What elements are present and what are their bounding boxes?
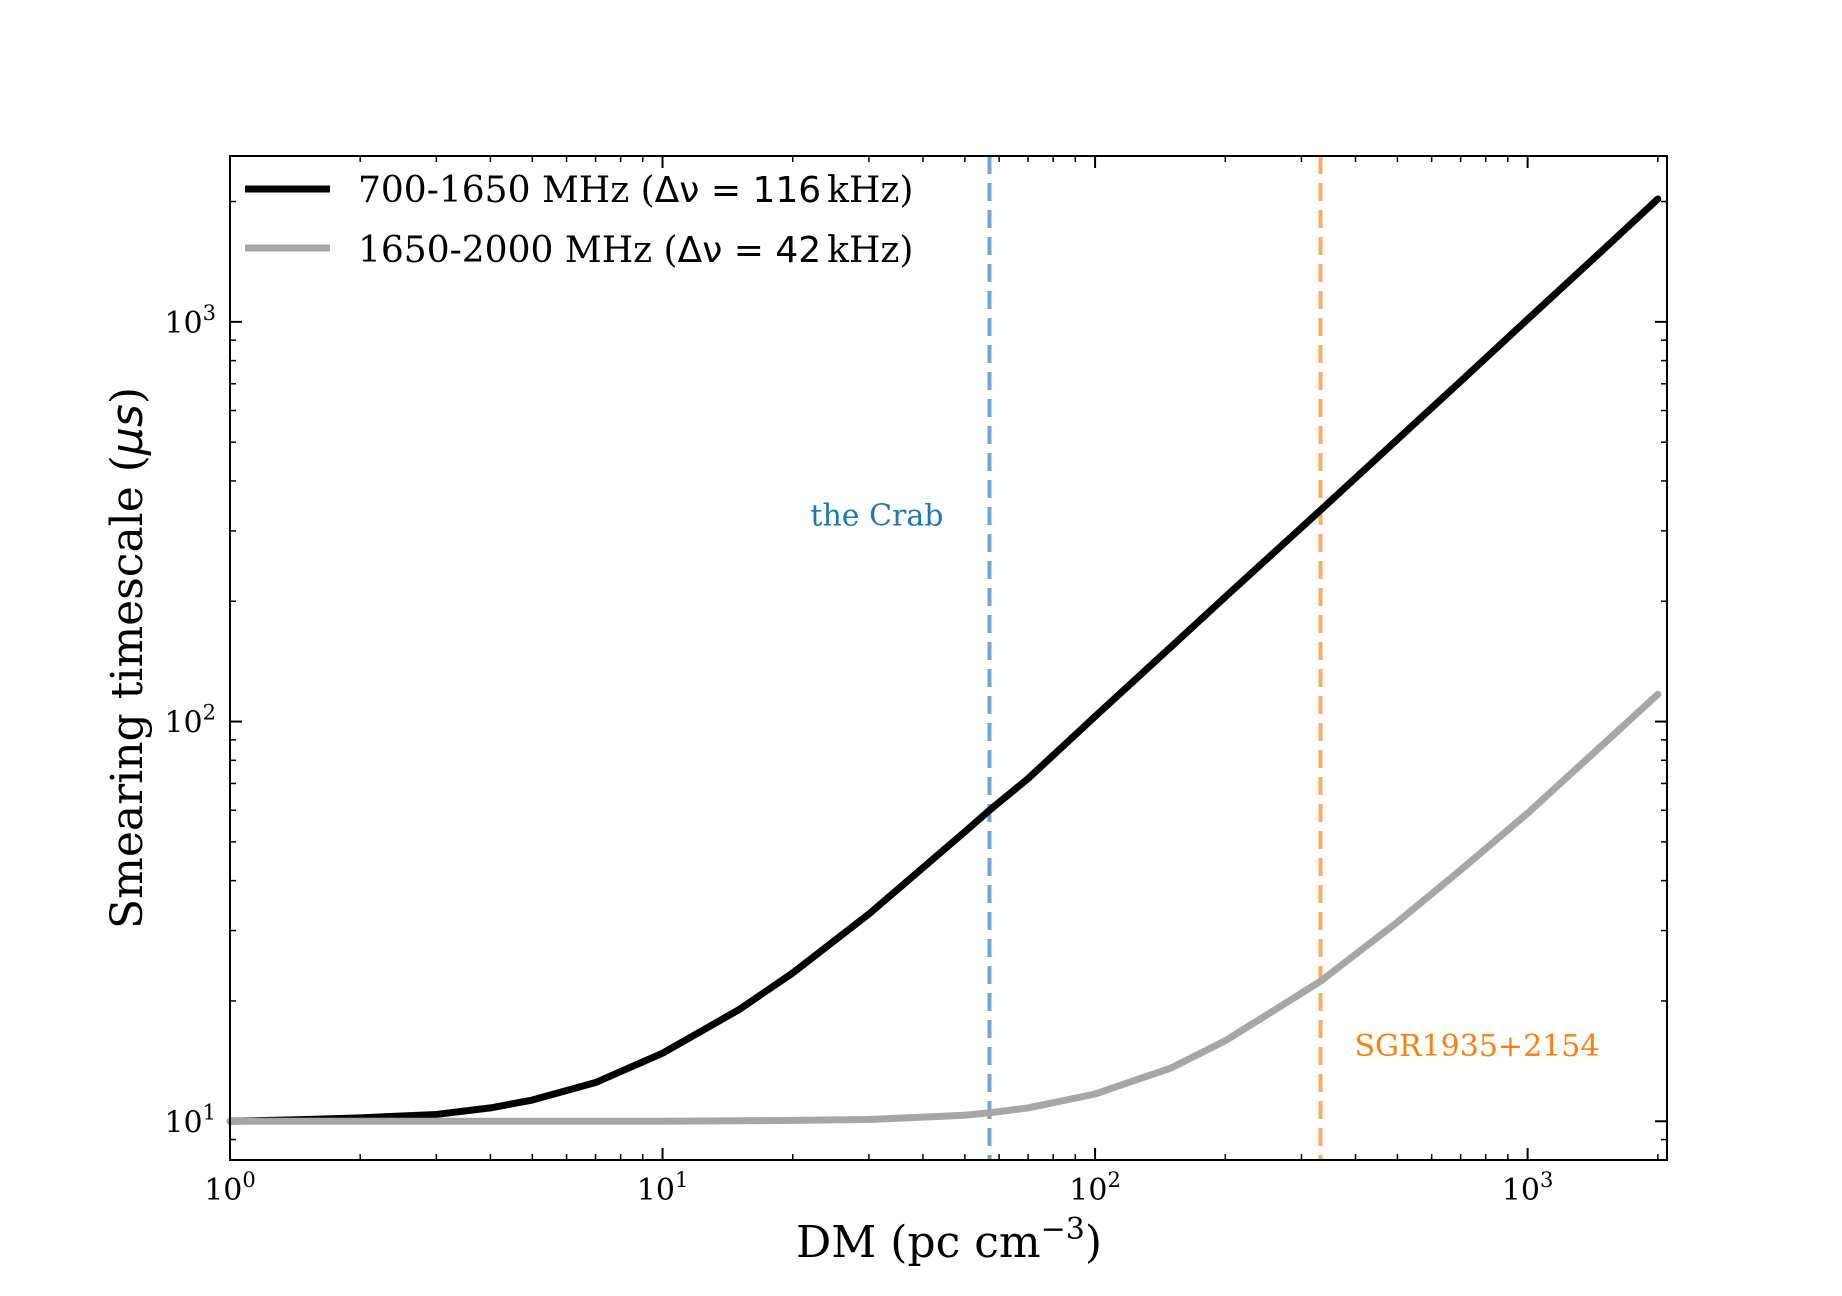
y-axis-label: Smearing timescale (μs) bbox=[102, 387, 153, 929]
legend-label-1650-2000: 1650-2000 MHz (Δν = 42 kHz) bbox=[358, 230, 913, 271]
vline-label-0: the Crab bbox=[810, 498, 943, 533]
series-lines bbox=[226, 195, 1662, 1125]
legend: 700-1650 MHz (Δν = 116 kHz) 1650-2000 MHz… bbox=[245, 170, 913, 271]
legend-label-700-1650: 700-1650 MHz (Δν = 116 kHz) bbox=[358, 170, 913, 211]
y-tick-label: 101 bbox=[164, 1100, 216, 1140]
annotations: the Crab SGR1935+2154 bbox=[810, 498, 1599, 1064]
y-tick-label: 102 bbox=[164, 701, 216, 741]
x-tick-label: 100 bbox=[204, 1168, 256, 1208]
x-tick-label: 101 bbox=[637, 1168, 689, 1208]
reference-lines bbox=[987, 156, 1323, 1160]
x-tick-label: 102 bbox=[1069, 1168, 1121, 1208]
x-tick-label: 103 bbox=[1502, 1168, 1554, 1208]
y-tick-label: 103 bbox=[164, 301, 216, 341]
tick-labels: 100 101 102 103 101 102 103 bbox=[164, 301, 1553, 1208]
series-line-1 bbox=[226, 690, 1662, 1125]
x-axis-label: DM (pc cm−3) bbox=[796, 1212, 1102, 1268]
vline-label-1: SGR1935+2154 bbox=[1354, 1029, 1599, 1064]
tick-layer bbox=[229, 156, 1667, 1161]
series-line-0 bbox=[226, 195, 1662, 1125]
axes-frame bbox=[229, 155, 1668, 1161]
